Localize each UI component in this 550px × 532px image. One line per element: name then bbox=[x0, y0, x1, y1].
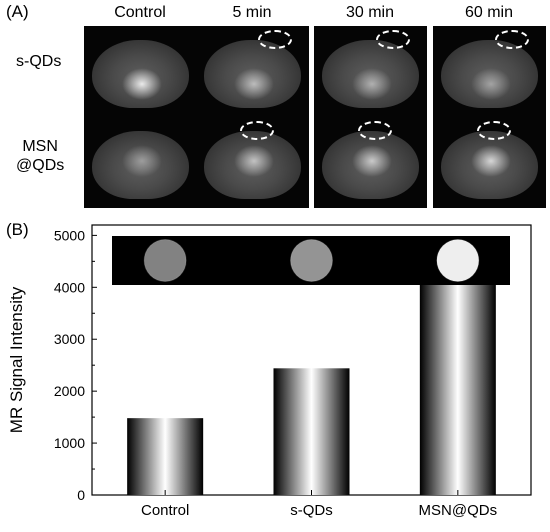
y-tick-label: 1000 bbox=[54, 435, 85, 451]
roi-marker bbox=[477, 121, 511, 140]
column-label-30min: 30 min bbox=[345, 4, 395, 21]
mri-enhancement-region bbox=[234, 145, 274, 177]
y-tick-label: 3000 bbox=[54, 331, 85, 347]
bar-chart: 0 1000 2000 3000 4000 5000 MR Signal Intensity… bbox=[7, 224, 532, 519]
mri-enhancement-region bbox=[352, 145, 392, 177]
phantom-circle bbox=[436, 239, 480, 282]
mri-image bbox=[433, 117, 546, 208]
column-label-60min: 60 min bbox=[464, 4, 514, 21]
roi-marker bbox=[240, 121, 274, 140]
y-axis-label: MR Signal Intensity bbox=[7, 286, 26, 433]
x-tick-label: s-QDs bbox=[290, 502, 333, 519]
phantom-circle bbox=[143, 239, 187, 282]
mri-enhancement-region bbox=[471, 145, 511, 177]
row-label-sqds: s-QDs bbox=[16, 52, 61, 71]
roi-marker bbox=[495, 30, 529, 49]
row-label-msnqds-line1: MSN bbox=[22, 138, 58, 155]
phantom-circle bbox=[290, 239, 333, 282]
panel-a-label: (A) bbox=[6, 2, 29, 21]
row-label-msnqds: MSN @QDs bbox=[16, 137, 64, 175]
mri-image bbox=[84, 26, 197, 117]
bar bbox=[273, 368, 350, 495]
x-tick-label: Control bbox=[141, 502, 189, 519]
bar bbox=[419, 275, 496, 495]
y-tick-label: 4000 bbox=[54, 279, 85, 295]
column-label-5min: 5 min bbox=[232, 4, 272, 21]
mri-image bbox=[196, 117, 309, 208]
row-label-msnqds-line2: @QDs bbox=[16, 157, 65, 174]
mri-image bbox=[433, 26, 546, 117]
roi-marker bbox=[358, 121, 392, 140]
x-tick-label: MSN@QDs bbox=[419, 502, 498, 519]
y-tick-label: 0 bbox=[77, 487, 85, 503]
mri-enhancement-region bbox=[234, 68, 274, 100]
mri-enhancement-region bbox=[122, 68, 162, 100]
bar bbox=[127, 418, 204, 495]
mri-image bbox=[84, 117, 197, 208]
mri-enhancement-region bbox=[122, 145, 162, 177]
y-tick-label: 2000 bbox=[54, 383, 85, 399]
panel-b-label: (B) bbox=[6, 220, 29, 239]
mri-enhancement-region bbox=[471, 68, 511, 100]
column-label-control: Control bbox=[114, 4, 166, 21]
roi-marker bbox=[376, 30, 410, 49]
mri-image bbox=[314, 117, 427, 208]
mri-image bbox=[314, 26, 427, 117]
mri-enhancement-region bbox=[352, 68, 392, 100]
roi-marker bbox=[258, 30, 292, 49]
mri-image bbox=[196, 26, 309, 117]
row-label-sqds-line: s-QDs bbox=[16, 53, 62, 70]
y-tick-label: 5000 bbox=[54, 227, 85, 243]
